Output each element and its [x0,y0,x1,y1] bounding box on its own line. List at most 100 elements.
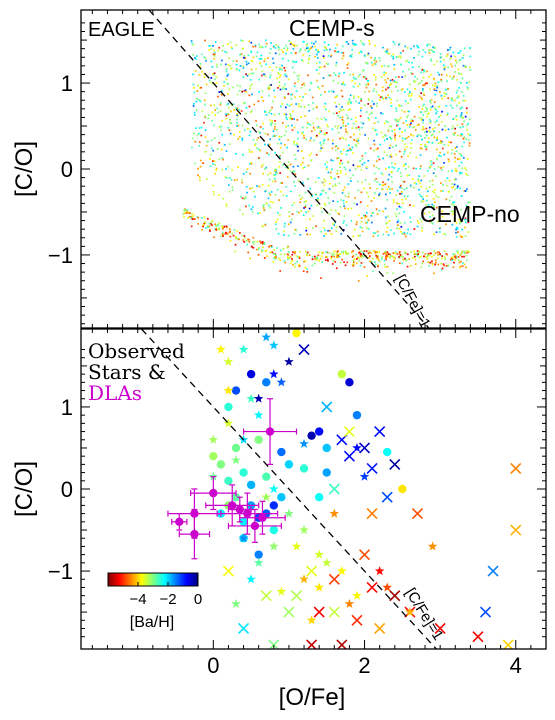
eagle-point [396,253,399,255]
eagle-point [433,101,436,103]
eagle-point [374,232,377,234]
eagle-point [348,144,350,147]
eagle-point [250,162,252,164]
eagle-point [370,61,373,64]
eagle-point [307,50,310,52]
eagle-point [292,110,294,113]
eagle-point [290,93,292,96]
eagle-point [333,224,335,226]
observed-star-cross [366,508,378,520]
eagle-point [321,252,323,255]
eagle-point [192,73,194,76]
eagle-point [258,43,260,46]
eagle-point [297,149,299,152]
eagle-point [462,54,465,56]
eagle-point [464,99,467,102]
eagle-point [268,86,271,89]
observed-star-circle [224,476,233,485]
eagle-point [294,52,297,55]
eagle-point [381,173,384,176]
eagle-point [406,46,409,49]
eagle-point [411,178,414,180]
eagle-point [209,165,212,168]
eagle-point [325,256,327,259]
eagle-point [437,165,440,168]
eagle-point [309,139,312,142]
eagle-point [316,57,319,59]
eagle-point [444,88,447,91]
eagle-point [288,223,290,226]
eagle-point [339,253,342,255]
eagle-point [327,125,329,128]
eagle-point [345,153,348,156]
eagle-point [340,251,343,254]
eagle-point [392,53,395,56]
eagle-point [339,261,342,264]
eagle-point [206,217,209,220]
eagle-point [323,46,326,48]
eagle-point [270,42,272,44]
eagle-point [450,256,453,259]
legend-observed: Observed [88,339,185,363]
eagle-point [364,91,366,93]
eagle-point [408,126,411,128]
eagle-point [223,225,226,228]
eagle-point [322,142,325,145]
eagle-point [464,167,466,170]
eagle-point [465,205,468,207]
eagle-point [335,230,338,233]
eagle-point [199,65,201,68]
eagle-point [208,79,211,82]
eagle-point [294,266,296,268]
eagle-point [236,84,239,87]
eagle-point [224,50,227,53]
eagle-point [274,119,276,122]
eagle-point [439,231,441,233]
eagle-point [454,55,457,58]
eagle-point [342,202,345,205]
eagle-point [392,201,395,204]
eagle-point [451,77,454,80]
eagle-point [222,235,224,238]
eagle-point [370,214,373,217]
eagle-point [396,227,398,229]
eagle-point [291,260,294,262]
eagle-point [467,138,470,141]
eagle-point [364,134,367,136]
eagle-point [431,84,434,87]
eagle-point [209,228,211,231]
eagle-point [226,75,229,77]
eagle-point [209,223,212,225]
eagle-point [351,80,354,82]
eagle-point [424,110,426,113]
eagle-point [194,162,196,165]
eagle-point [293,85,296,88]
eagle-point [350,102,352,104]
eagle-point [207,117,210,120]
eagle-point [221,231,224,234]
eagle-point [402,180,404,183]
eagle-point [428,141,430,144]
eagle-point [468,142,471,144]
eagle-point [398,252,401,255]
eagle-point [262,225,264,228]
eagle-point [450,203,453,206]
eagle-point [460,133,463,135]
eagle-point [432,172,435,175]
eagle-point [317,125,320,128]
eagle-point [358,250,361,253]
eagle-point [433,201,436,204]
eagle-point [428,75,430,78]
eagle-point [263,257,266,259]
eagle-point [391,188,393,190]
eagle-point [246,243,249,246]
eagle-point [357,85,360,88]
eagle-point [359,160,361,162]
eagle-point [256,51,259,54]
eagle-point [274,169,277,172]
eagle-point [419,154,422,156]
eagle-point [194,140,197,143]
eagle-point [349,136,352,139]
eagle-point [456,187,458,190]
eagle-point [422,76,425,79]
